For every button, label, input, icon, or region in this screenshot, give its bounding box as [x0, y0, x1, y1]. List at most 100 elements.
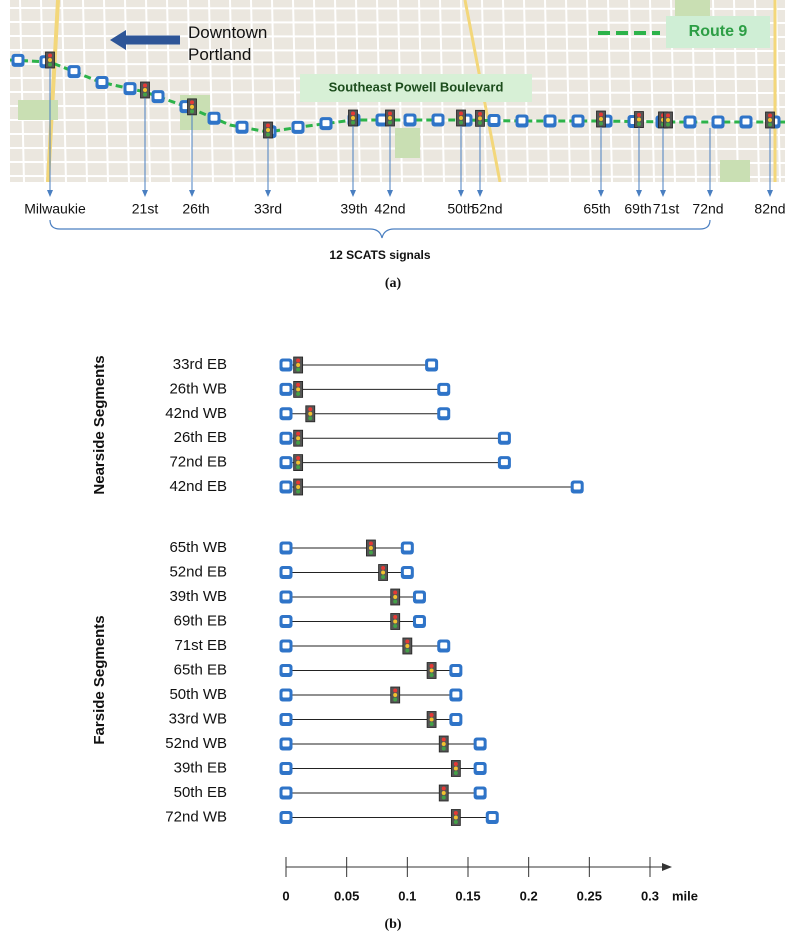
signal-lamp: [430, 713, 434, 717]
end-bus-stop: [474, 762, 487, 775]
bus-stop-glyph: [407, 117, 414, 123]
bus-stop-glyph: [211, 115, 218, 121]
bus-stop-glyph: [501, 459, 508, 465]
signal-lamp: [393, 698, 397, 702]
end-bus-stop: [413, 591, 426, 604]
signal-lamp: [666, 118, 670, 122]
caption: (b): [384, 917, 401, 932]
bus-stop-glyph: [283, 618, 290, 624]
bus-stop-glyph: [477, 741, 484, 747]
signal-lamp: [454, 762, 458, 766]
signal: [294, 381, 303, 397]
map-bus-stop: [404, 114, 417, 127]
signal-lamp: [442, 742, 446, 746]
signal: [391, 614, 400, 630]
signal-label: 72nd: [692, 201, 723, 217]
map-bus-stop: [320, 117, 333, 130]
signal-lamp: [369, 546, 373, 550]
segment-label: 72nd WB: [165, 808, 227, 825]
bus-stop-glyph: [295, 124, 302, 130]
map-bus-stop: [152, 90, 165, 103]
segment-label: 71st EB: [174, 637, 227, 654]
map-bus-stop: [96, 76, 109, 89]
signal-lamp: [393, 620, 397, 624]
signal: [427, 663, 436, 679]
signal-lamp: [430, 718, 434, 722]
bus-stop-glyph: [283, 484, 290, 490]
leader-arrow: [387, 190, 393, 197]
bus-stop-glyph: [575, 118, 582, 124]
signal-lamp: [388, 112, 392, 116]
signal-lamp: [143, 84, 147, 88]
end-bus-stop: [474, 738, 487, 751]
signal: [294, 430, 303, 446]
signal: [294, 357, 303, 373]
leader-arrow: [189, 190, 195, 197]
street: [10, 106, 785, 107]
signal-lamp: [296, 441, 300, 445]
signal-lamp: [266, 133, 270, 137]
signal: [306, 406, 315, 422]
bus-stop-glyph: [283, 410, 290, 416]
signal-bracket: [50, 220, 710, 238]
signal-lamp: [143, 93, 147, 97]
bus-stop-glyph: [416, 594, 423, 600]
signal-lamp: [190, 100, 194, 104]
signal-lamp: [666, 122, 670, 126]
signal-lamp: [599, 113, 603, 117]
signal-lamp: [296, 432, 300, 436]
segment-label: 26th EB: [174, 429, 227, 446]
signal: [366, 540, 375, 556]
segment-label: 65th EB: [174, 661, 227, 678]
segment-label: 50th EB: [174, 784, 227, 801]
map-signal: [349, 110, 358, 126]
bus-stop-glyph: [477, 790, 484, 796]
leader-arrow: [707, 190, 713, 197]
segment-label: 65th WB: [169, 539, 227, 556]
start-bus-stop: [280, 615, 293, 628]
bus-stop-glyph: [283, 362, 290, 368]
bus-stop-glyph: [99, 79, 106, 85]
signal-label: 69th: [624, 201, 651, 217]
map-bus-stop: [740, 116, 753, 129]
signal-lamp: [296, 485, 300, 489]
start-bus-stop: [280, 762, 293, 775]
signal-lamp: [381, 571, 385, 575]
start-bus-stop: [280, 481, 293, 494]
signal-lamp: [48, 58, 52, 62]
segment-label: 52nd WB: [165, 735, 227, 752]
signal-lamp: [369, 551, 373, 555]
signal-lamp: [599, 122, 603, 126]
signal-lamp: [296, 461, 300, 465]
bus-stop-glyph: [519, 118, 526, 124]
start-bus-stop: [280, 542, 293, 555]
signal-lamp: [48, 63, 52, 67]
street: [10, 176, 785, 177]
end-bus-stop: [437, 383, 450, 396]
signal-lamp: [442, 738, 446, 742]
signal-lamp: [266, 128, 270, 132]
signal-lamp: [308, 407, 312, 411]
signal-lamp: [393, 591, 397, 595]
street: [10, 8, 785, 9]
signal-lamp: [296, 436, 300, 440]
map-signal: [664, 112, 673, 128]
map-signal: [188, 99, 197, 115]
segment-label: 39th WB: [169, 588, 227, 605]
signal-lamp: [637, 122, 641, 126]
bus-stop-glyph: [440, 643, 447, 649]
signal-lamp: [405, 644, 409, 648]
signal-lamp: [393, 615, 397, 619]
segment-label: 33rd EB: [173, 356, 227, 373]
x-tick-label: 0.1: [398, 888, 416, 903]
leader-arrow: [458, 190, 464, 197]
segment-label: 42nd WB: [165, 405, 227, 422]
bus-stop-glyph: [283, 716, 290, 722]
street: [10, 162, 785, 163]
leader-arrow: [47, 190, 53, 197]
start-bus-stop: [280, 811, 293, 824]
signal-lamp: [459, 116, 463, 120]
signal-lamp: [637, 113, 641, 117]
map-bus-stop: [12, 54, 25, 67]
map-signal: [46, 52, 55, 68]
